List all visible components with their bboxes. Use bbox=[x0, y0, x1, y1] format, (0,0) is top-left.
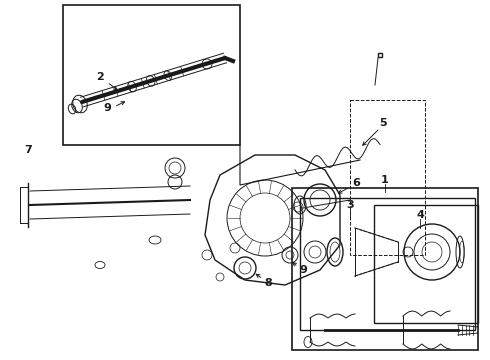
Bar bbox=[63, 5, 240, 145]
Text: 7: 7 bbox=[24, 145, 32, 155]
Text: 8: 8 bbox=[264, 278, 272, 288]
Text: 5: 5 bbox=[379, 118, 387, 128]
Text: 4: 4 bbox=[416, 210, 424, 220]
Text: 6: 6 bbox=[352, 178, 360, 188]
Bar bbox=[292, 188, 478, 350]
Text: 2: 2 bbox=[96, 72, 104, 82]
Text: 1: 1 bbox=[381, 175, 389, 185]
Bar bbox=[350, 100, 425, 255]
Bar bbox=[374, 205, 478, 323]
Text: 3: 3 bbox=[346, 200, 354, 210]
Text: 9: 9 bbox=[299, 265, 307, 275]
Bar bbox=[300, 198, 475, 330]
Text: 9: 9 bbox=[103, 103, 111, 113]
